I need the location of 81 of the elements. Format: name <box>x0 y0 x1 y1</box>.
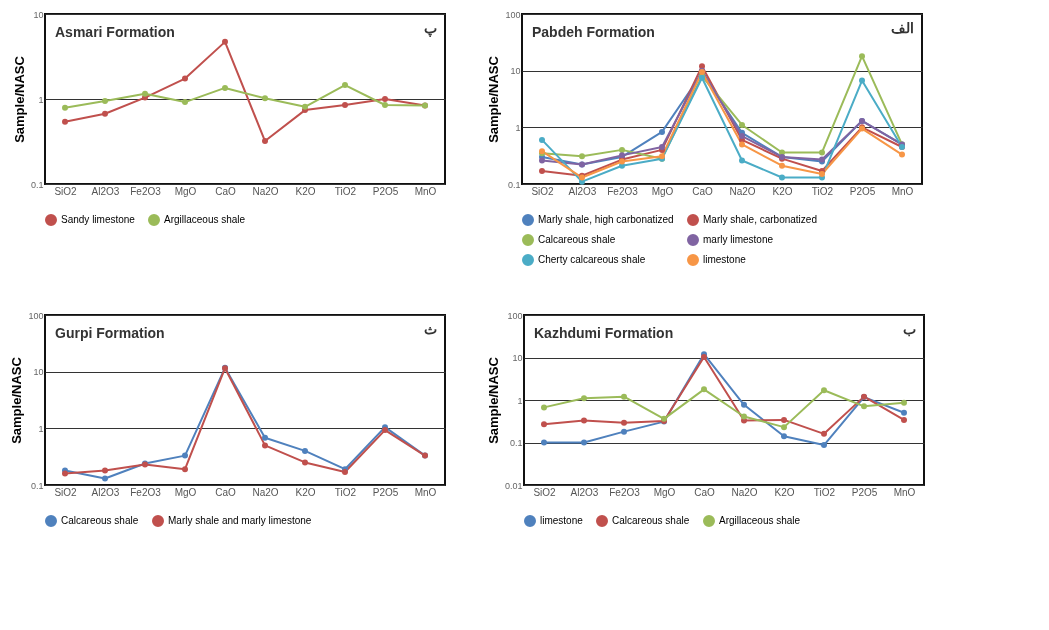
x-tick-label: P2O5 <box>372 486 399 498</box>
legend-label: Cherty calcareous shale <box>538 254 646 265</box>
legend-label: Calcareous shale <box>538 234 616 245</box>
y-tick-label: 100 <box>28 310 44 321</box>
y-tick-label: 0.1 <box>509 438 523 448</box>
y-tick-label: 0.1 <box>507 179 521 190</box>
legend-label: Argillaceous shale <box>164 214 246 225</box>
y-tick-label: 100 <box>507 310 523 321</box>
x-tick-label: MnO <box>891 185 914 197</box>
legend-label: Argillaceous shale <box>719 515 801 526</box>
x-tick-label: K2O <box>774 486 795 498</box>
x-tick-label: K2O <box>295 185 316 197</box>
x-tick-label: Al2O3 <box>91 486 120 498</box>
legend-label: limestone <box>703 254 747 265</box>
legend-label: Sandy limestone <box>61 214 136 225</box>
x-tick-label: SiO2 <box>54 486 78 498</box>
x-tick-label: Na2O <box>731 486 758 498</box>
x-tick-label: Al2O3 <box>568 185 597 197</box>
x-tick-label: P2O5 <box>851 486 878 498</box>
y-tick-label: 1 <box>38 94 44 105</box>
x-tick-label: Al2O3 <box>91 185 120 197</box>
legend-label: Calcareous shale <box>612 515 690 526</box>
legend-label: Marly shale, carbonatized <box>703 214 817 225</box>
x-tick-label: MgO <box>174 486 197 498</box>
x-tick-label: TiO2 <box>811 185 834 197</box>
x-tick-label: MgO <box>174 185 197 197</box>
y-tick-label: 10 <box>33 9 44 20</box>
x-tick-label: CaO <box>215 185 236 197</box>
y-axis-title: Sample/NASC <box>485 356 501 444</box>
annotation: ب <box>903 321 916 337</box>
legend-label: Marly shale and marly limestone <box>168 515 312 526</box>
x-tick-label: CaO <box>694 486 715 498</box>
x-tick-label: Na2O <box>729 185 756 197</box>
y-tick-label: 0.1 <box>30 480 44 491</box>
x-tick-label: SiO2 <box>533 486 557 498</box>
x-tick-label: TiO2 <box>334 185 357 197</box>
x-tick-label: CaO <box>215 486 236 498</box>
x-tick-label: TiO2 <box>813 486 836 498</box>
text: Kazhdumi Formation <box>534 325 674 341</box>
x-tick-label: Fe2O3 <box>607 185 639 197</box>
annotation: ث <box>424 321 437 337</box>
annotation: پ <box>424 20 437 37</box>
annotation: الف <box>891 20 914 36</box>
text: Asmari Formation <box>55 24 175 40</box>
x-tick-label: Na2O <box>252 185 279 197</box>
x-tick-label: MnO <box>893 486 916 498</box>
x-tick-label: Fe2O3 <box>609 486 641 498</box>
y-axis-title: Sample/NASC <box>486 55 502 143</box>
x-tick-label: MnO <box>414 185 437 197</box>
y-tick-label: 10 <box>33 367 44 378</box>
y-tick-label: 10 <box>510 66 521 77</box>
legend-label: marly limestone <box>703 234 774 245</box>
y-tick-label: 0.1 <box>30 179 44 190</box>
x-tick-label: Fe2O3 <box>130 486 162 498</box>
y-tick-label: 1 <box>515 122 521 133</box>
y-tick-label: 10 <box>512 353 523 363</box>
x-tick-label: CaO <box>692 185 713 197</box>
text: Pabdeh Formation <box>532 24 655 40</box>
x-tick-label: MgO <box>653 486 676 498</box>
x-tick-label: MgO <box>651 185 674 197</box>
legend-label: limestone <box>540 515 584 526</box>
x-tick-label: Al2O3 <box>570 486 599 498</box>
y-axis-title: Sample/NASC <box>9 356 25 444</box>
x-tick-label: TiO2 <box>334 486 357 498</box>
y-tick-label: 0.01 <box>504 480 523 491</box>
x-tick-label: MnO <box>414 486 437 498</box>
x-tick-label: K2O <box>772 185 793 197</box>
x-tick-label: P2O5 <box>372 185 399 197</box>
y-axis-title: Sample/NASC <box>11 55 27 143</box>
legend-label: Marly shale, high carbonatized <box>538 214 674 225</box>
x-tick-label: K2O <box>295 486 316 498</box>
y-tick-label: 100 <box>505 9 521 20</box>
x-tick-label: Fe2O3 <box>130 185 162 197</box>
x-tick-label: SiO2 <box>531 185 555 197</box>
x-tick-label: Na2O <box>252 486 279 498</box>
legend-label: Calcareous shale <box>61 515 139 526</box>
y-tick-label: 1 <box>517 395 523 406</box>
x-tick-label: SiO2 <box>54 185 78 197</box>
y-tick-label: 1 <box>38 423 44 434</box>
x-tick-label: P2O5 <box>849 185 876 197</box>
text: Gurpi Formation <box>55 325 165 341</box>
